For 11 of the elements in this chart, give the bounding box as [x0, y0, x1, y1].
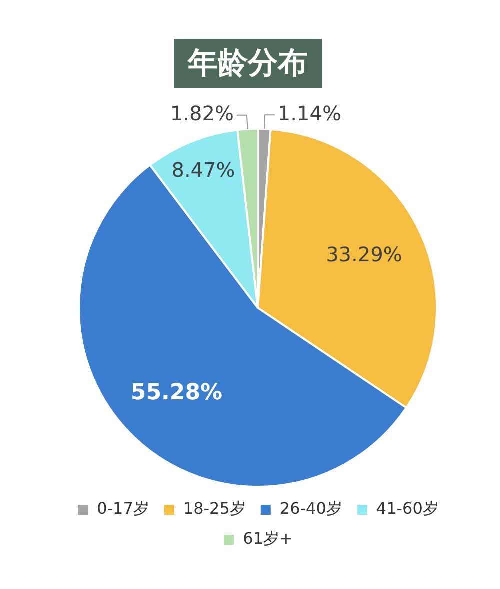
- chart-title: 年龄分布: [174, 39, 322, 88]
- legend-label: 0-17岁: [97, 499, 150, 518]
- data-label: 8.47%: [172, 158, 236, 182]
- data-label: 33.29%: [326, 242, 402, 266]
- data-label: 1.82%: [170, 102, 234, 126]
- data-label: 1.14%: [278, 101, 342, 126]
- legend-label: 18-25岁: [183, 499, 246, 518]
- legend-label: 41-60岁: [376, 499, 439, 518]
- data-label: 55.28%: [130, 380, 223, 406]
- legend-label: 61岁+: [243, 529, 293, 548]
- legend-label: 26-40岁: [280, 499, 342, 518]
